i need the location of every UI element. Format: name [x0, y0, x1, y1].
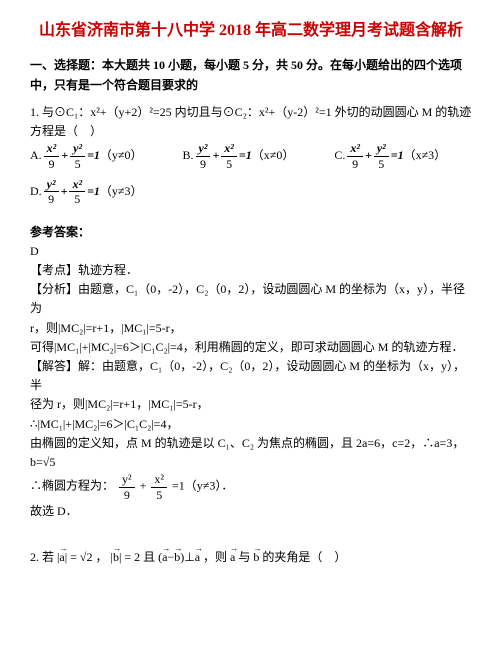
q1-solve-b: b=√5: [30, 453, 472, 472]
q1-option-d: D. y² 9 + x² 5 =1 （y≠3）: [30, 177, 143, 207]
q1-solve-2: 径为 r，则|MC₂|=r+1，|MC₁|=5-r，: [30, 395, 472, 414]
q1-options: A. x² 9 + y² 5 =1 （y≠0） B. y² 9: [30, 141, 472, 213]
q1-stem: 1. 与⊙C₁：x²+（y+2）²=25 内切且与⊙C₂：x²+（y-2）²=1…: [30, 103, 472, 141]
fraction: y² 9: [196, 141, 211, 171]
option-label: C.: [334, 146, 345, 165]
exam-page: 山东省济南市第十八中学 2018 年高二数学理月考试题含解析 一、选择题：本大题…: [0, 0, 502, 649]
q1-pick: 故选 D．: [30, 502, 472, 521]
q2-perp: (a−b)⊥a: [158, 550, 200, 564]
q2-then: ，则 a 与 b 的夹角是（ ）: [203, 550, 346, 564]
q1-solve-1: 【解答】解：由题意，C₁（0，-2），C₂（0，2），设动圆圆心 M 的坐标为（…: [30, 357, 472, 395]
question-2: 2. 若 |a| = √2 ， |b| = 2 且 (a−b)⊥a ，则 a 与…: [30, 548, 472, 567]
q1-point: 【考点】轨迹方程．: [30, 261, 472, 280]
fraction: y² 9: [44, 177, 59, 207]
fraction: x² 5: [69, 177, 85, 207]
q1-analysis-2: r，则|MC₂|=r+1，|MC₁|=5-r，: [30, 319, 472, 338]
page-title: 山东省济南市第十八中学 2018 年高二数学理月考试题含解析: [30, 20, 472, 42]
q1-option-b: B. y² 9 + x² 5 =1 （x≠0）: [183, 141, 295, 171]
q1-answer: D: [30, 242, 472, 261]
q1-analysis-3: 可得|MC₁|+|MC₂|=6＞|C₁C₂|=4，利用椭圆的定义，即可求动圆圆心…: [30, 338, 472, 357]
option-label: B.: [183, 146, 194, 165]
fraction: x² 5: [151, 472, 167, 502]
option-label: D.: [30, 182, 42, 201]
q1-analysis-1: 【分析】由题意，C₁（0，-2），C₂（0，2），设动圆圆心 M 的坐标为（x，…: [30, 280, 472, 318]
q2-b-mag: |b| = 2: [111, 550, 141, 564]
question-1: 1. 与⊙C₁：x²+（y+2）²=25 内切且与⊙C₂：x²+（y-2）²=1…: [30, 103, 472, 521]
q2-a-mag: |a| = √2: [57, 550, 93, 564]
fraction: y² 5: [70, 141, 85, 171]
q1-option-a: A. x² 9 + y² 5 =1 （y≠0）: [30, 141, 143, 171]
q1-solve-4: 由椭圆的定义知，点 M 的轨迹是以 C₁、C₂ 为焦点的椭圆，且 2a=6，c=…: [30, 434, 472, 453]
q1-conclusion: ∴椭圆方程为： y² 9 + x² 5 =1（y≠3）．: [30, 472, 472, 502]
fraction: y² 9: [119, 472, 135, 502]
fraction: x² 9: [44, 141, 60, 171]
option-label: A.: [30, 146, 42, 165]
section-1-header: 一、选择题：本大题共 10 小题，每小题 5 分，共 50 分。在每小题给出的四…: [30, 56, 472, 94]
q1-solve-3: ∴|MC₁|+|MC₂|=6＞|C₁C₂|=4，: [30, 415, 472, 434]
q1-option-c: C. x² 9 + y² 5 =1 （x≠3）: [334, 141, 446, 171]
fraction: y² 5: [374, 141, 389, 171]
fraction: x² 5: [221, 141, 237, 171]
q2-prefix: 2. 若: [30, 550, 54, 564]
fraction: x² 9: [347, 141, 363, 171]
answer-label: 参考答案：: [30, 223, 472, 242]
